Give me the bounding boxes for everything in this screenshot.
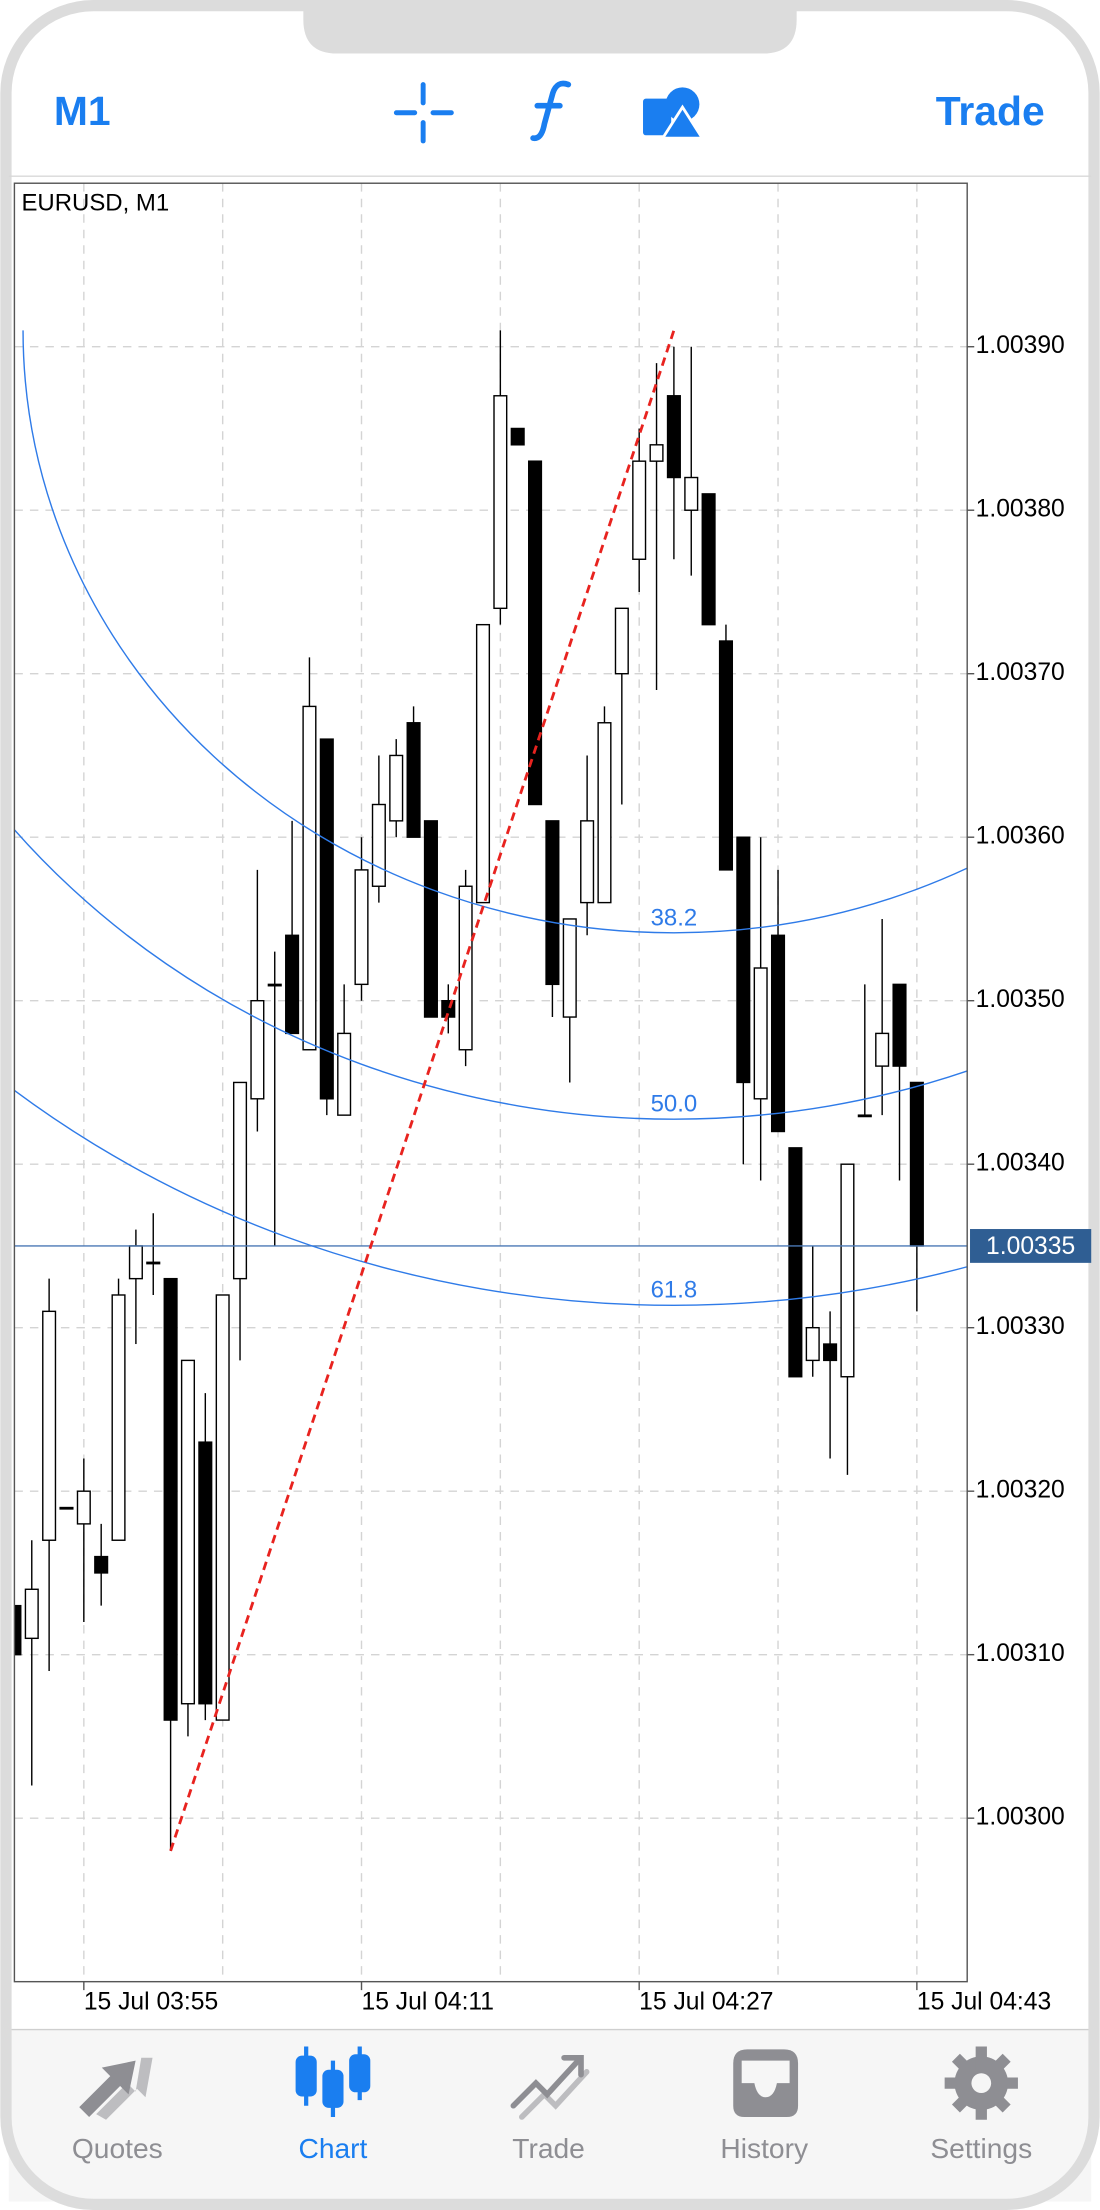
axes: 1.00300 1.00310 1.00320 1.00330 1.00340 1.003…	[83, 332, 1092, 2015]
candle-body	[198, 1441, 213, 1705]
fib-label: 61.8	[651, 1277, 698, 1304]
candle-body	[319, 738, 334, 1100]
fib-arc	[14, 828, 968, 1120]
crosshair-icon[interactable]	[393, 82, 454, 144]
candle-body	[111, 1294, 126, 1541]
y-tick-label: 1.00330	[976, 1313, 1065, 1340]
y-tick-label: 1.00310	[976, 1640, 1065, 1667]
candle-body	[701, 493, 716, 626]
plot-border	[13, 182, 968, 1983]
candle-body	[215, 1294, 230, 1721]
fib-label: 50.0	[651, 1090, 698, 1117]
candle-body	[406, 722, 421, 838]
objects-icon[interactable]	[643, 87, 705, 140]
candle-body	[632, 460, 647, 560]
candle-body	[875, 1032, 890, 1067]
candle-body	[718, 640, 734, 871]
tab-label[interactable]: Quotes	[72, 2132, 163, 2164]
candle-body	[770, 934, 786, 1133]
candle-body	[42, 1310, 57, 1541]
candle-body	[232, 1081, 248, 1280]
trade-button[interactable]: Trade	[936, 88, 1045, 134]
candle-body	[510, 427, 525, 446]
indicators-icon[interactable]	[530, 80, 572, 142]
notch	[303, 0, 797, 54]
candle-body	[163, 1277, 178, 1721]
fib-arc	[22, 330, 968, 934]
candle-body	[423, 820, 438, 1018]
candle-body	[788, 1147, 803, 1378]
candle-body	[840, 1163, 855, 1378]
history-icon	[733, 2049, 799, 2117]
candle-body	[666, 395, 681, 479]
y-tick-label: 1.00340	[976, 1150, 1065, 1177]
chart-title: EURUSD, M1	[21, 190, 169, 217]
y-tick-label: 1.00390	[976, 332, 1065, 359]
trade-icon	[510, 2054, 590, 2120]
candle-body	[146, 1261, 161, 1265]
quotes-icon	[79, 2057, 153, 2120]
y-tick-label: 1.00320	[976, 1477, 1065, 1504]
grid	[14, 183, 968, 1982]
chart-icon	[295, 2046, 371, 2117]
tab-bar	[8, 2029, 1092, 2202]
x-tick-label: 15 Jul 04:27	[639, 1988, 773, 2015]
y-tick-label: 1.00360	[976, 823, 1065, 850]
candle-body	[649, 444, 664, 462]
candle-body	[597, 722, 612, 904]
tab-label[interactable]: Trade	[512, 2132, 585, 2164]
candle-body	[823, 1343, 838, 1362]
candle-body	[59, 1506, 74, 1510]
candle-body	[753, 967, 768, 1100]
candle-body	[493, 395, 508, 610]
candle-body	[736, 836, 751, 1084]
x-tick-label: 15 Jul 04:11	[362, 1988, 495, 2015]
candle-body	[458, 885, 473, 1051]
x-tick-label: 15 Jul 04:43	[917, 1988, 1051, 2015]
candle-body	[302, 705, 317, 1051]
y-tick-label: 1.00300	[976, 1804, 1065, 1831]
candle-body	[24, 1588, 39, 1640]
last-price-box	[970, 1229, 1092, 1263]
candle-body	[337, 1032, 352, 1116]
candle-body	[528, 460, 543, 806]
candle-body	[180, 1359, 196, 1705]
candle-body	[389, 754, 404, 822]
candle-body	[545, 820, 560, 986]
tab-label[interactable]: Settings	[930, 2132, 1032, 2164]
y-tick-label: 1.00350	[976, 986, 1065, 1013]
tabs: Quotes Chart Trade History Settings	[72, 2046, 1032, 2164]
candle-body	[805, 1326, 820, 1362]
candle-body	[684, 476, 699, 511]
candle-body	[14, 1604, 22, 1656]
candle-body	[267, 983, 282, 987]
candle-body	[76, 1490, 91, 1525]
fib-label: 38.2	[651, 904, 698, 931]
x-tick-label: 15 Jul 03:55	[84, 1988, 218, 2015]
y-tick-label: 1.00380	[976, 496, 1065, 523]
candle-body	[614, 607, 629, 675]
candle-body	[475, 623, 491, 904]
candle-body	[892, 983, 907, 1067]
candle-body	[354, 869, 369, 986]
candle-body	[909, 1081, 924, 1247]
tab-label[interactable]: Chart	[299, 2132, 368, 2164]
candle-body	[94, 1555, 109, 1574]
candle-body	[580, 820, 595, 904]
timeframe-button[interactable]: M1	[54, 88, 111, 134]
candle-body	[285, 934, 300, 1035]
y-tick-label: 1.00370	[976, 659, 1065, 686]
candle-body	[128, 1245, 143, 1280]
candle-body	[857, 1114, 872, 1118]
last-price-label: 1.00335	[986, 1233, 1075, 1260]
tab-label[interactable]: History	[720, 2132, 809, 2164]
settings-icon	[944, 2046, 1018, 2120]
plot: 38.2 50.0 61.8	[14, 330, 968, 1852]
candle-body	[562, 918, 577, 1018]
candle-body	[371, 803, 386, 887]
candle-body	[250, 999, 265, 1100]
